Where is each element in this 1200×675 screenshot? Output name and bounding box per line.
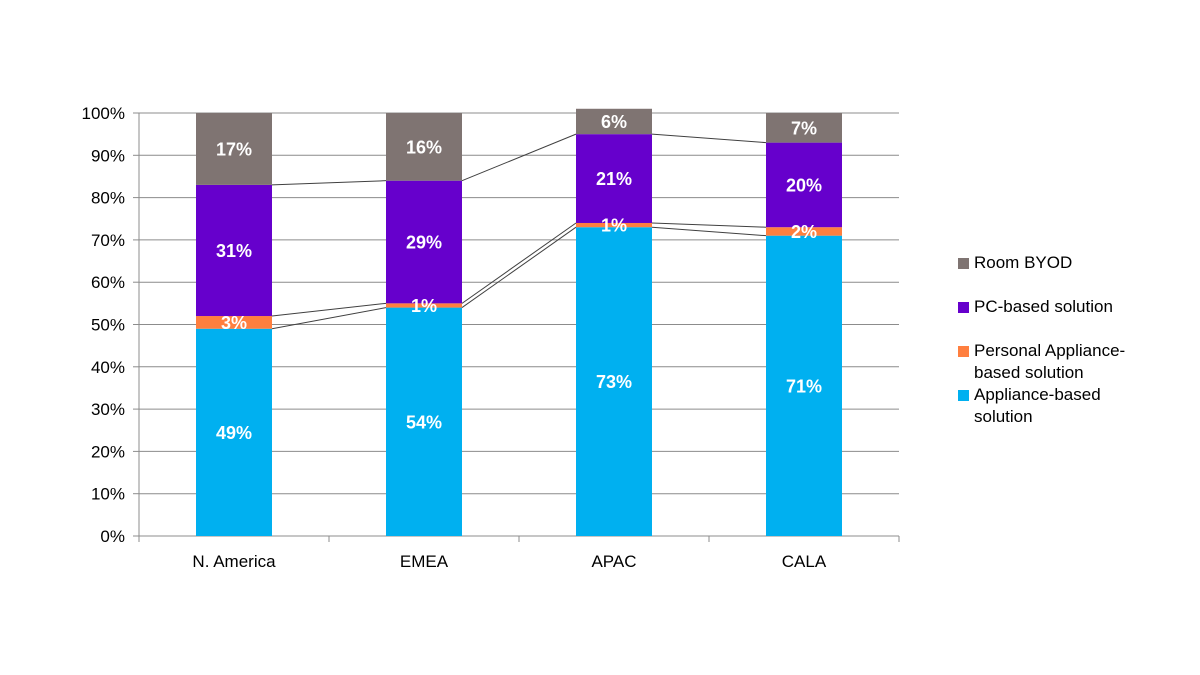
y-tick-label: 0% [100, 527, 125, 546]
bar-segment [196, 184, 272, 317]
legend-label: Room BYOD [974, 252, 1072, 274]
data-label: 21% [596, 169, 632, 189]
bar-segment [576, 227, 652, 536]
series-line [271, 180, 387, 186]
legend-item: Appliance-based solution [958, 384, 1101, 428]
legend-label: PC-based solution [974, 296, 1113, 318]
legend-label-line: Personal Appliance- [974, 341, 1126, 360]
series-line [271, 302, 387, 317]
legend-swatch [958, 302, 969, 313]
data-label: 29% [406, 233, 442, 253]
series-line [271, 307, 387, 330]
data-label: 7% [791, 118, 817, 138]
legend-item: Room BYOD [958, 252, 1072, 274]
legend-label: Personal Appliance-based solution [974, 340, 1125, 384]
data-label: 20% [786, 175, 822, 195]
legend-label-line: solution [974, 407, 1033, 426]
bar-segment [386, 307, 462, 536]
data-label: 1% [411, 296, 437, 316]
bar-segment [576, 222, 652, 228]
series-line [651, 226, 767, 237]
series-line [461, 133, 577, 182]
data-label: 31% [216, 241, 252, 261]
y-tick-label: 100% [82, 104, 125, 123]
bar-segment [576, 134, 652, 223]
y-tick-label: 60% [91, 273, 125, 292]
x-category-label: N. America [192, 552, 276, 571]
y-tick-label: 30% [91, 400, 125, 419]
y-tick-label: 20% [91, 442, 125, 461]
legend-swatch [958, 390, 969, 401]
series-line [651, 222, 767, 228]
series-line [461, 222, 577, 304]
bar-segment [766, 235, 842, 537]
y-tick-label: 50% [91, 316, 125, 335]
legend-label-line: Appliance-based [974, 385, 1101, 404]
bar-segment [386, 113, 462, 181]
x-category-label: CALA [782, 552, 827, 571]
bar-segment [766, 113, 842, 143]
series-line [461, 226, 577, 308]
data-label: 2% [791, 222, 817, 242]
data-label: 3% [221, 313, 247, 333]
data-label: 17% [216, 139, 252, 159]
y-tick-label: 80% [91, 189, 125, 208]
y-tick-label: 90% [91, 146, 125, 165]
legend-label: Appliance-based solution [974, 384, 1101, 428]
data-label: 54% [406, 412, 442, 432]
legend-label-line: based solution [974, 363, 1084, 382]
bar-segment [766, 142, 842, 228]
y-tick-label: 40% [91, 358, 125, 377]
bar-segment [576, 108, 652, 135]
bar-segment [196, 316, 272, 329]
y-tick-label: 10% [91, 485, 125, 504]
y-tick-label: 70% [91, 231, 125, 250]
data-label: 6% [601, 112, 627, 132]
data-label: 71% [786, 376, 822, 396]
legend-item: PC-based solution [958, 296, 1113, 318]
legend-label-line: PC-based solution [974, 297, 1113, 316]
legend-swatch [958, 346, 969, 357]
legend-item: Personal Appliance-based solution [958, 340, 1125, 384]
data-label: 73% [596, 372, 632, 392]
bar-segment [386, 303, 462, 308]
x-category-label: EMEA [400, 552, 449, 571]
bar-segment [196, 113, 272, 185]
data-label: 16% [406, 137, 442, 157]
bar-segment [386, 180, 462, 304]
data-label: 49% [216, 423, 252, 443]
legend-label-line: Room BYOD [974, 253, 1073, 272]
legend-swatch [958, 258, 969, 269]
bar-segment [196, 328, 272, 536]
series-line [651, 133, 767, 144]
data-label: 1% [601, 216, 627, 236]
bar-segment [766, 227, 842, 236]
x-category-label: APAC [591, 552, 636, 571]
